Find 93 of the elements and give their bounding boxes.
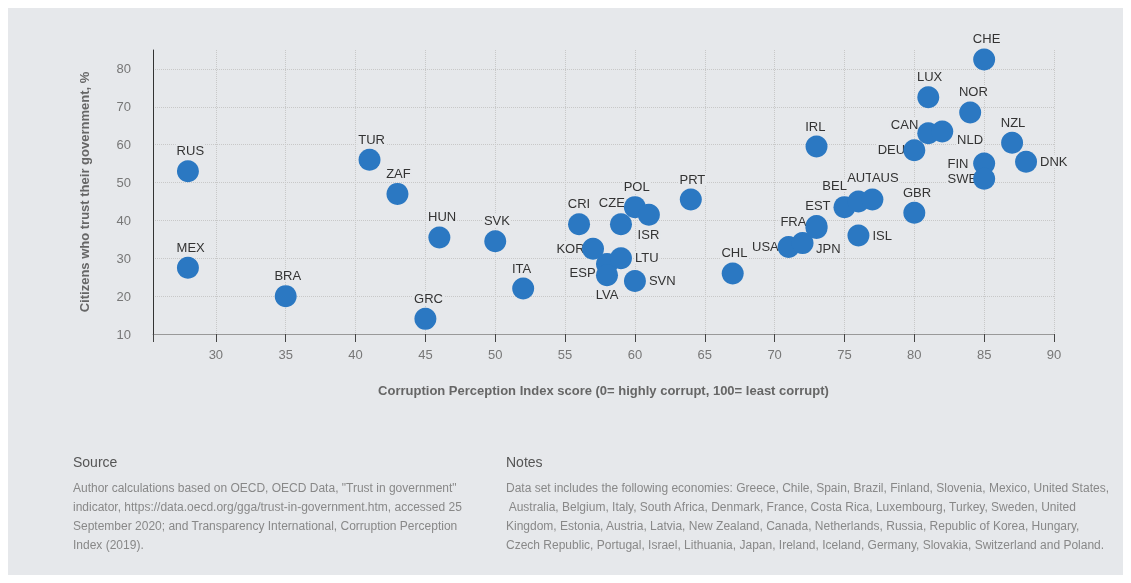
y-tick-label: 60 — [116, 137, 131, 153]
y-tick-label: 50 — [116, 175, 131, 191]
point — [358, 148, 381, 171]
annotation: ISL — [872, 227, 892, 243]
annotation: FRA — [780, 213, 807, 229]
text: Notes — [506, 454, 543, 470]
annotation: KOR — [556, 240, 585, 256]
annotation: SVK — [483, 213, 511, 229]
point — [414, 307, 437, 330]
text: Data set includes the following economies: Greece, Chile, Spain, Brazil, Finland, Slovenia, Mexico, United States, Australia, Belgium, Italy, South Africa, Denmark, France, Costa Rica, Luxembourg, Turkey, Sweden, United Kingdom, Estonia, Austria, Latvia, New Zealand, Canada, Netherlands, Russia, Republic of Korea, Hungary, Czech Republic, Portugal, Israel, Lithuania, Japan, Ireland, Iceland, Germany, Slovakia, Switzerland and Poland. — [506, 480, 1109, 552]
point — [847, 224, 870, 247]
annotation: FIN — [947, 155, 969, 171]
annotation: BRA — [274, 268, 302, 284]
x-tick-label: 65 — [697, 347, 713, 362]
annotation: GRC — [414, 290, 443, 306]
y-tick-label: 70 — [116, 99, 131, 115]
annotation: NLD — [957, 132, 984, 148]
point — [512, 277, 535, 300]
annotation: CZE — [598, 194, 626, 210]
annotation: RUS — [176, 143, 205, 159]
x-tick-label: 50 — [488, 347, 503, 362]
annotation: CAN — [890, 116, 919, 132]
annotation: GBR — [903, 184, 932, 200]
x-tick-label: 60 — [627, 347, 643, 362]
point — [721, 262, 744, 285]
y-axis-title: Citizens who trust their government, % — [77, 71, 92, 313]
x-axis-title: Corruption Perception Index score (0= highly corrupt, 100= least corrupt) — [378, 383, 829, 398]
point — [176, 256, 199, 279]
x-tick-label: 80 — [907, 347, 922, 362]
annotation: AUS — [871, 170, 899, 186]
annotation: CHE — [972, 31, 1001, 47]
y-tick-label: 40 — [116, 212, 131, 228]
x-tick-label: 35 — [278, 347, 293, 362]
point — [973, 48, 996, 71]
annotation: ZAF — [386, 165, 411, 181]
x-tick-label: 45 — [418, 347, 433, 362]
annotation: LUX — [916, 69, 943, 85]
annotation: MEX — [176, 239, 206, 255]
point — [903, 139, 926, 162]
annotation: LVA — [595, 287, 619, 303]
annotation: ITA — [511, 260, 532, 276]
point — [176, 160, 199, 183]
annotation: POL — [623, 179, 650, 195]
annotation: NZL — [1000, 114, 1026, 130]
point — [386, 182, 409, 205]
point — [861, 188, 884, 211]
point — [1015, 150, 1038, 173]
x-tick-label: 70 — [767, 347, 782, 362]
text: Source — [73, 454, 118, 470]
point — [609, 247, 632, 270]
x-tick-label: 85 — [976, 347, 992, 362]
point — [791, 232, 814, 255]
point — [582, 237, 605, 260]
y-tick-label: 10 — [116, 326, 131, 342]
y-tick-label: 80 — [116, 61, 131, 77]
annotation: EST — [805, 198, 831, 214]
annotation: SVN — [648, 272, 676, 288]
annotation: TUR — [358, 131, 385, 147]
point — [609, 213, 632, 236]
point — [568, 213, 591, 236]
point — [679, 188, 702, 211]
point — [805, 135, 828, 158]
annotation: NOR — [958, 84, 988, 100]
annotation: PRT — [679, 171, 706, 187]
annotation: ESP — [569, 264, 596, 280]
x-tick-label: 30 — [208, 347, 224, 362]
point — [931, 120, 954, 143]
annotation: DEU — [877, 142, 906, 158]
point — [428, 226, 451, 249]
annotation: LTU — [634, 250, 659, 266]
text: Author calculations based on OECD, OECD Data, "Trust in government" indicator, https://data.oecd.org/gga/trust-in-government.htm, accessed 25 September 2020; and Transparency International, Corruption Perception Index (2019). — [73, 480, 466, 552]
annotation: JPN — [816, 241, 841, 257]
point — [623, 269, 646, 292]
y-tick-label: 20 — [116, 288, 131, 304]
annotation: ISR — [637, 226, 660, 242]
annotation: CHL — [721, 245, 748, 261]
point — [917, 86, 940, 109]
x-tick-label: 55 — [557, 347, 573, 362]
point — [637, 203, 660, 226]
x-tick-label: 75 — [837, 347, 852, 362]
annotation: BEL — [822, 177, 847, 193]
annotation: IRL — [805, 118, 826, 134]
x-tick-label: 90 — [1046, 347, 1062, 362]
point — [274, 285, 297, 308]
point — [1001, 131, 1024, 154]
y-tick-label: 30 — [116, 250, 131, 266]
point — [484, 230, 507, 253]
point — [903, 201, 926, 224]
annotation: HUN — [428, 209, 457, 225]
x-tick-label: 40 — [348, 347, 363, 362]
annotation: CRI — [567, 196, 591, 212]
point — [959, 101, 982, 124]
annotation: DNK — [1040, 153, 1068, 169]
